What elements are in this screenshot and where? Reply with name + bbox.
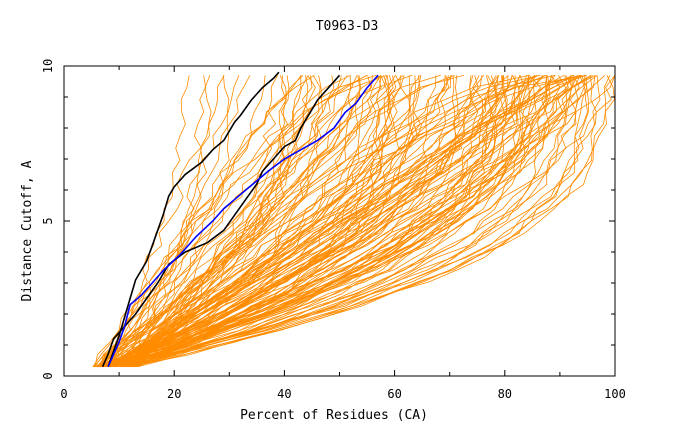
orange-model-curves [92, 74, 616, 368]
model-curve [120, 75, 520, 368]
x-tick-label: 100 [604, 387, 626, 401]
chart-title: T0963-D3 [316, 19, 379, 34]
x-tick-label: 20 [167, 387, 181, 401]
model-curve [105, 75, 412, 368]
model-curve [116, 75, 531, 368]
model-curve [114, 75, 358, 368]
highlighted-series [101, 71, 379, 368]
model-curve [110, 74, 596, 368]
model-curve [137, 75, 550, 368]
model-curve [123, 74, 541, 367]
model-curve [107, 74, 564, 368]
x-tick-labels: 0 20 40 60 80 100 [60, 387, 625, 401]
model-curve [103, 75, 506, 368]
model-curve [116, 74, 536, 368]
model-curve [115, 75, 575, 368]
model-curve [129, 75, 240, 367]
model-curve [98, 75, 372, 367]
model-curve [103, 75, 395, 368]
model-curve [121, 75, 611, 368]
x-tick-label: 80 [498, 387, 512, 401]
model-curve [135, 75, 616, 368]
model-curve [119, 75, 616, 368]
model-curve [104, 74, 368, 367]
model-curve [131, 75, 525, 368]
y-tick-label: 0 [41, 372, 55, 379]
x-axis-label: Percent of Residues (CA) [240, 408, 428, 423]
model-curve [97, 75, 588, 368]
model-curve [126, 75, 581, 368]
model-curve [135, 75, 531, 368]
model-curve [100, 75, 508, 368]
x-tick-label: 60 [387, 387, 401, 401]
model-curve [102, 75, 437, 368]
model-curve [105, 75, 449, 368]
model-curve [106, 74, 382, 367]
model-curve [128, 75, 473, 368]
model-curve [114, 74, 556, 367]
model-curve [110, 75, 596, 368]
model-curve [134, 75, 335, 367]
model-curve [131, 75, 251, 367]
model-curve [106, 75, 207, 367]
model-curve [125, 74, 582, 367]
model-curve [101, 75, 601, 368]
model-curve [131, 74, 465, 367]
y-tick-labels: 0 5 10 [41, 59, 55, 380]
x-tick-label: 40 [277, 387, 291, 401]
model-curve [122, 75, 302, 368]
model-curve [123, 74, 573, 368]
model-curve [133, 75, 561, 368]
model-curve [136, 74, 377, 367]
model-curve [98, 75, 453, 368]
model-curve [109, 75, 456, 368]
model-curve [94, 75, 549, 368]
model-curve [138, 75, 504, 368]
model-curve [129, 75, 580, 368]
x-tick-label: 0 [60, 387, 67, 401]
model-curve [122, 75, 484, 368]
series-line [107, 71, 280, 367]
model-curve [104, 75, 278, 368]
y-axis-label: Distance Cutoff, A [20, 160, 35, 301]
model-curve [116, 74, 538, 367]
model-curve [109, 75, 451, 368]
model-curve [106, 75, 499, 368]
model-curve [113, 75, 390, 368]
model-curve [97, 74, 441, 367]
y-tick-label: 10 [41, 59, 55, 73]
model-curve [110, 75, 544, 368]
series-line [107, 74, 379, 368]
model-curve [110, 75, 597, 368]
model-curve [95, 75, 485, 368]
y-tick-label: 5 [41, 217, 55, 224]
model-curve [108, 75, 324, 368]
model-curve [100, 75, 212, 367]
series-line [101, 74, 341, 368]
model-curve [100, 75, 513, 368]
model-curve [101, 74, 582, 368]
model-curve [130, 75, 568, 368]
axis-ticks [63, 65, 616, 377]
